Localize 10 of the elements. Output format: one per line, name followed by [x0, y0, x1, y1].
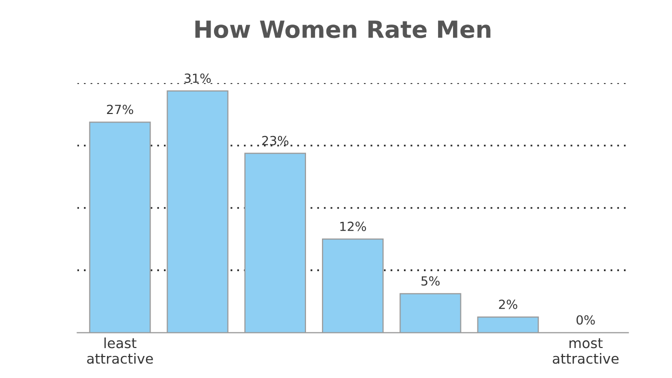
data-label: 0% [576, 315, 595, 325]
x-tick-label: least attractive [87, 338, 153, 364]
chart-title: How Women Rate Men [195, 20, 490, 38]
data-label: 31% [184, 74, 211, 83]
x-tick-label: most attractive [552, 338, 619, 364]
data-label: 27% [106, 104, 134, 114]
data-label: 12% [340, 222, 366, 232]
data-label: 5% [421, 276, 440, 286]
data-label: 2% [499, 300, 518, 310]
data-label: 23% [262, 136, 288, 146]
